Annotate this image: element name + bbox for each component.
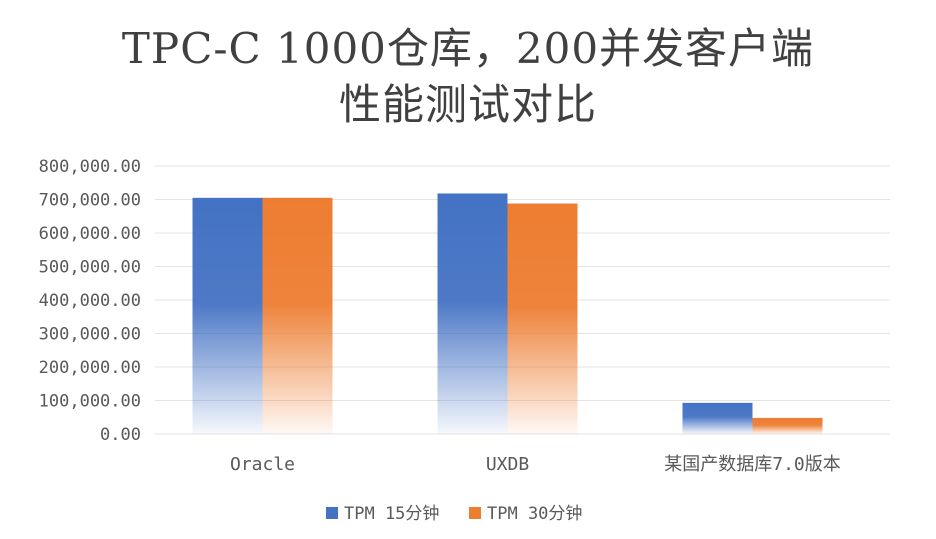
legend: TPM 15分钟 TPM 30分钟: [326, 504, 582, 524]
bar-UXDB-TPM 15分钟: [437, 193, 508, 434]
y-tick-label: 600,000.00: [39, 224, 141, 244]
y-tick-label: 800,000.00: [39, 157, 141, 177]
legend-label: TPM 30分钟: [487, 504, 582, 524]
legend-label: TPM 15分钟: [344, 504, 439, 524]
y-tick-label: 400,000.00: [39, 291, 141, 311]
bar-UXDB-TPM 30分钟: [507, 203, 578, 434]
y-tick-label: 200,000.00: [39, 358, 141, 378]
y-tick-label: 100,000.00: [39, 392, 141, 412]
y-axis-tick-labels: 0.00 100,000.00 200,000.00 300,000.00 400,00…: [39, 157, 141, 445]
bar-某国产数据库7.0版本-TPM 30分钟: [752, 417, 823, 434]
bar-某国产数据库7.0版本-TPM 15分钟: [682, 402, 753, 434]
x-tick-label: UXDB: [486, 454, 529, 475]
y-tick-label: 500,000.00: [39, 258, 141, 278]
x-axis-tick-labels: Oracle UXDB 某国产数据库7.0版本: [230, 454, 841, 475]
y-tick-label: 300,000.00: [39, 325, 141, 345]
bar-Oracle-TPM 30分钟: [262, 197, 333, 434]
bar-Oracle-TPM 15分钟: [192, 197, 263, 434]
x-tick-label: Oracle: [230, 454, 295, 475]
y-tick-label: 700,000.00: [39, 191, 141, 211]
chart-subtitle: 性能测试对比: [338, 80, 597, 129]
bars: [192, 193, 823, 434]
x-tick-label: 某国产数据库7.0版本: [664, 454, 841, 475]
legend-swatch: [469, 507, 481, 519]
y-tick-label: 0.00: [100, 425, 141, 445]
legend-swatch: [326, 507, 338, 519]
chart-title: TPC-C 1000仓库，200并发客户端: [121, 24, 815, 73]
